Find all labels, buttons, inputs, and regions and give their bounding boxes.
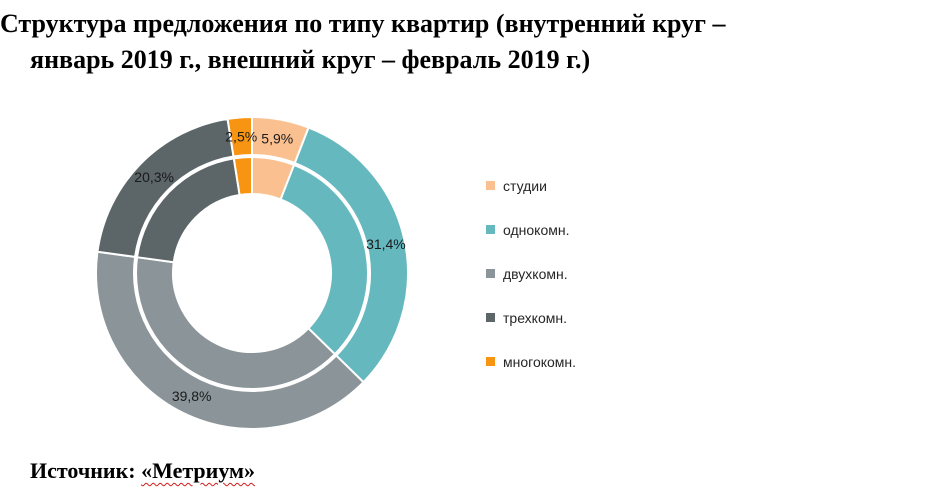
chart-title-line-2: январь 2019 г., внешний круг – февраль 2… xyxy=(30,45,591,74)
chart-title: Структура предложения по типу квартир (в… xyxy=(0,6,895,78)
legend-swatch xyxy=(486,181,495,190)
data-label-студии: 5,9% xyxy=(261,130,293,146)
source-prefix: Источник: xyxy=(30,458,142,483)
inner-ring xyxy=(135,155,369,390)
data-labels: 5,9% 31,4% 39,8% 20,3% 2,5% xyxy=(134,128,405,404)
legend-label: студии xyxy=(503,178,547,194)
data-label-двухкомн: 39,8% xyxy=(172,388,212,404)
legend-label: трехкомн. xyxy=(503,310,567,326)
chart-title-line-1: Структура предложения по типу квартир (в… xyxy=(0,9,726,38)
source-name: «Метриум» xyxy=(141,458,256,483)
legend-label: многокомн. xyxy=(503,354,577,370)
data-label-трехкомн: 20,3% xyxy=(134,169,174,185)
data-label-однокомн: 31,4% xyxy=(366,236,406,252)
data-label-многокомн: 2,5% xyxy=(225,128,257,144)
source-note: Источник: «Метриум» xyxy=(30,458,255,484)
inner-slice-двухкомн xyxy=(135,256,337,390)
outer-slice-многокомн xyxy=(226,115,253,158)
legend-swatch xyxy=(486,269,495,278)
legend-swatch xyxy=(486,225,495,234)
inner-slice-многокомн xyxy=(232,155,253,197)
legend-swatch xyxy=(486,313,495,322)
legend-swatch xyxy=(486,357,495,366)
legend-label: двухкомн. xyxy=(503,266,568,282)
legend-label: однокомн. xyxy=(503,222,570,238)
outer-ring xyxy=(95,115,409,430)
outer-slice-двухкомн xyxy=(95,250,365,430)
